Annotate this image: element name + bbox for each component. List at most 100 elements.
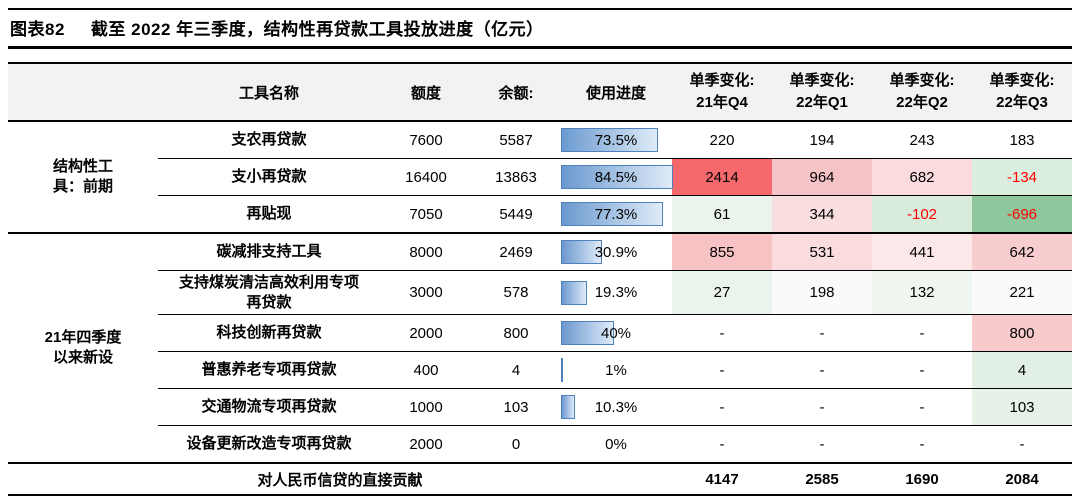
quarter-change-cell: 221 — [972, 270, 1072, 315]
quarter-change-cell: 220 — [709, 131, 735, 149]
quarter-change-cell: 132 — [872, 270, 972, 315]
quarter-change-cell: 441 — [872, 232, 972, 271]
quarter-change-cell: - — [772, 351, 872, 389]
progress-data-bar — [561, 358, 563, 382]
balance-cell: 5449 — [472, 195, 560, 233]
total-label: 对人民币信贷的直接贡献 — [8, 462, 672, 495]
tool-name-cell: 普惠养老专项再贷款 — [158, 351, 380, 389]
col-header-progress: 使用进度 — [560, 63, 672, 122]
balance-cell: 0 — [472, 425, 560, 463]
col-header-tool-name: 工具名称 — [158, 63, 380, 122]
balance-cell: 5587 — [499, 131, 533, 149]
quota-cell: 1000 — [380, 388, 472, 426]
progress-value: 1% — [605, 361, 627, 379]
progress-value: 73.5% — [594, 131, 638, 149]
quarter-change-cell: 682 — [872, 158, 972, 196]
table-header-row: 工具名称 额度 余额: 使用进度 单季变化: 21年Q4 单季变化: 22年Q1… — [8, 63, 1072, 122]
quota-cell: 16400 — [380, 158, 472, 196]
progress-value: 40% — [600, 324, 632, 342]
usage-progress-cell: 84.5% — [560, 158, 673, 196]
quarter-change-cell: 531 — [772, 232, 872, 271]
group-label: 21年四季度以来新设 — [8, 232, 158, 463]
total-value-22q1: 2585 — [772, 462, 872, 495]
progress-data-bar — [561, 395, 575, 419]
table-row: 支持煤炭清洁高效利用专项再贷款 3000 578 19.3% 27 198 132 221 — [8, 270, 1072, 315]
quarter-change-cell: 198 — [772, 270, 872, 315]
quarter-change-cell: 243 — [909, 131, 935, 149]
quarter-change-cell: 642 — [972, 232, 1072, 271]
quarter-change-cell: - — [772, 314, 872, 352]
progress-value: 0% — [605, 435, 627, 453]
quarter-change-cell: - — [672, 314, 772, 352]
col-header-22q2: 单季变化: 22年Q2 — [872, 63, 972, 122]
progress-value: 10.3% — [594, 398, 638, 416]
tool-name-cell: 碳减排支持工具 — [158, 232, 380, 271]
progress-value: 84.5% — [594, 168, 638, 186]
quarter-change-cell: 2414 — [672, 158, 772, 196]
quarter-change-cell: - — [872, 425, 972, 463]
quarter-change-cell: 27 — [672, 270, 772, 315]
tool-name-cell: 科技创新再贷款 — [158, 314, 380, 352]
balance-cell: 103 — [472, 388, 560, 426]
tool-name-cell: 支农再贷款 — [231, 131, 307, 149]
progress-data-bar — [561, 280, 587, 305]
figure-title: 截至 2022 年三季度，结构性再贷款工具投放进度（亿元） — [90, 20, 544, 39]
progress-data-bar — [561, 165, 673, 189]
total-value-22q2: 1690 — [872, 462, 972, 495]
quarter-change-cell: 194 — [809, 131, 835, 149]
quota-cell: 2000 — [380, 314, 472, 352]
usage-progress-cell: 19.3% — [560, 270, 672, 315]
quarter-change-cell: - — [772, 425, 872, 463]
quarter-change-cell: - — [672, 425, 772, 463]
table-row: 21年四季度以来新设 碳减排支持工具 8000 2469 30.9% 855 531 441 6… — [8, 232, 1072, 463]
quarter-change-cell: - — [972, 425, 1072, 463]
quarter-change-cell: 183 — [1009, 131, 1035, 149]
usage-progress-cell: 77.3% — [560, 195, 672, 233]
col-header-quota: 额度 — [380, 63, 472, 122]
figure-number: 图表82 — [10, 20, 65, 39]
quota-cell: 7600 — [409, 131, 443, 149]
quarter-change-cell: 4 — [972, 351, 1072, 389]
tool-name-cell: 再贴现 — [158, 195, 380, 233]
table-row: 交通物流专项再贷款 1000 103 10.3% - - -103 — [8, 388, 1072, 426]
quota-cell: 2000 — [380, 425, 472, 463]
balance-cell: 4 — [472, 351, 560, 389]
quarter-change-cell: - — [872, 351, 972, 389]
table-row: 再贴现 7050 5449 77.3% 61 344 -102 -696 — [8, 195, 1072, 233]
quarter-change-cell: -134 — [972, 158, 1072, 196]
balance-cell: 2469 — [472, 232, 560, 271]
quarter-change-cell: 103 — [972, 388, 1072, 426]
usage-progress-cell: 0% — [560, 425, 672, 463]
usage-progress-cell: 30.9% — [560, 232, 672, 271]
col-header-group — [8, 63, 158, 122]
usage-progress-cell: 10.3% — [560, 388, 672, 426]
tool-name-cell: 设备更新改造专项再贷款 — [158, 425, 380, 463]
balance-cell: 800 — [472, 314, 560, 352]
usage-progress-cell: 40% — [560, 314, 672, 352]
progress-data-bar — [561, 202, 664, 226]
quarter-change-cell: 964 — [772, 158, 872, 196]
quota-cell: 400 — [380, 351, 472, 389]
progress-data-bar — [561, 128, 659, 152]
quarter-change-cell: 61 — [672, 195, 772, 233]
usage-progress-cell: 73.5% — [560, 121, 672, 159]
group-label: 结构性工具：前期 — [52, 157, 113, 195]
col-header-22q1: 单季变化: 22年Q1 — [772, 63, 872, 122]
table-row: 结构性工具：前期 支农再贷款 7600 5587 73.5% 220 194 243 183 — [8, 121, 1072, 195]
col-header-22q3: 单季变化: 22年Q3 — [972, 63, 1072, 122]
balance-cell: 578 — [472, 270, 560, 315]
col-header-balance: 余额: — [472, 63, 560, 122]
progress-value: 19.3% — [594, 284, 638, 301]
quarter-change-cell: - — [772, 388, 872, 426]
progress-data-bar — [561, 240, 602, 264]
quarter-change-cell: - — [872, 314, 972, 352]
quarter-change-cell: - — [672, 388, 772, 426]
quarter-change-cell: - — [872, 388, 972, 426]
progress-value: 30.9% — [594, 243, 638, 261]
quarter-change-cell: 344 — [772, 195, 872, 233]
quota-cell: 3000 — [380, 270, 472, 315]
quota-cell: 7050 — [380, 195, 472, 233]
tool-name-cell: 交通物流专项再贷款 — [158, 388, 380, 426]
relending-tools-table: 工具名称 额度 余额: 使用进度 单季变化: 21年Q4 单季变化: 22年Q1… — [8, 62, 1072, 496]
